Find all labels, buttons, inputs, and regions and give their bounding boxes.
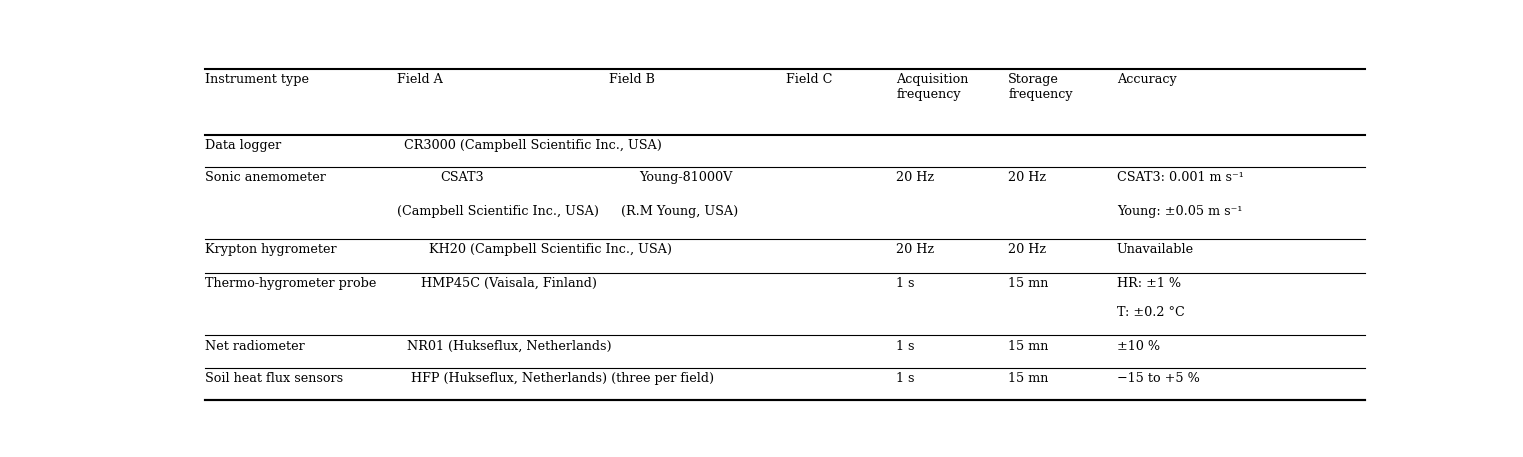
Text: ±10 %: ±10 % — [1116, 340, 1161, 352]
Text: Net radiometer: Net radiometer — [204, 340, 305, 352]
Text: 1 s: 1 s — [896, 372, 915, 385]
Text: 15 mn: 15 mn — [1008, 277, 1049, 290]
Text: 20 Hz: 20 Hz — [1008, 171, 1046, 185]
Text: NR01 (Hukseflux, Netherlands): NR01 (Hukseflux, Netherlands) — [407, 340, 611, 352]
Text: Young-81000V: Young-81000V — [640, 171, 733, 185]
Text: (Campbell Scientific Inc., USA): (Campbell Scientific Inc., USA) — [398, 205, 599, 218]
Text: 15 mn: 15 mn — [1008, 372, 1049, 385]
Text: CSAT3: 0.001 m s⁻¹: CSAT3: 0.001 m s⁻¹ — [1116, 171, 1244, 185]
Text: Acquisition
frequency: Acquisition frequency — [896, 73, 969, 101]
Text: 1 s: 1 s — [896, 340, 915, 352]
Text: 20 Hz: 20 Hz — [896, 243, 934, 256]
Text: 15 mn: 15 mn — [1008, 340, 1049, 352]
Text: HR: ±1 %: HR: ±1 % — [1116, 277, 1180, 290]
Text: Field B: Field B — [609, 73, 655, 86]
Text: Krypton hygrometer: Krypton hygrometer — [204, 243, 337, 256]
Text: Storage
frequency: Storage frequency — [1008, 73, 1074, 101]
Text: CSAT3: CSAT3 — [440, 171, 484, 185]
Text: HMP45C (Vaisala, Finland): HMP45C (Vaisala, Finland) — [420, 277, 597, 290]
Text: T: ±0.2 °C: T: ±0.2 °C — [1116, 306, 1185, 319]
Text: Young: ±0.05 m s⁻¹: Young: ±0.05 m s⁻¹ — [1116, 205, 1243, 218]
Text: (R.M Young, USA): (R.M Young, USA) — [621, 205, 739, 218]
Text: −15 to +5 %: −15 to +5 % — [1116, 372, 1200, 385]
Text: Unavailable: Unavailable — [1116, 243, 1194, 256]
Text: 1 s: 1 s — [896, 277, 915, 290]
Text: HFP (Hukseflux, Netherlands) (three per field): HFP (Hukseflux, Netherlands) (three per … — [411, 372, 714, 385]
Text: Data logger: Data logger — [204, 139, 280, 152]
Text: Field C: Field C — [786, 73, 833, 86]
Text: KH20 (Campbell Scientific Inc., USA): KH20 (Campbell Scientific Inc., USA) — [429, 243, 672, 256]
Text: Field A: Field A — [398, 73, 443, 86]
Text: Thermo-hygrometer probe: Thermo-hygrometer probe — [204, 277, 376, 290]
Text: Sonic anemometer: Sonic anemometer — [204, 171, 326, 185]
Text: Soil heat flux sensors: Soil heat flux sensors — [204, 372, 343, 385]
Text: Accuracy: Accuracy — [1116, 73, 1177, 86]
Text: Instrument type: Instrument type — [204, 73, 309, 86]
Text: CR3000 (Campbell Scientific Inc., USA): CR3000 (Campbell Scientific Inc., USA) — [404, 139, 661, 152]
Text: 20 Hz: 20 Hz — [896, 171, 934, 185]
Text: 20 Hz: 20 Hz — [1008, 243, 1046, 256]
